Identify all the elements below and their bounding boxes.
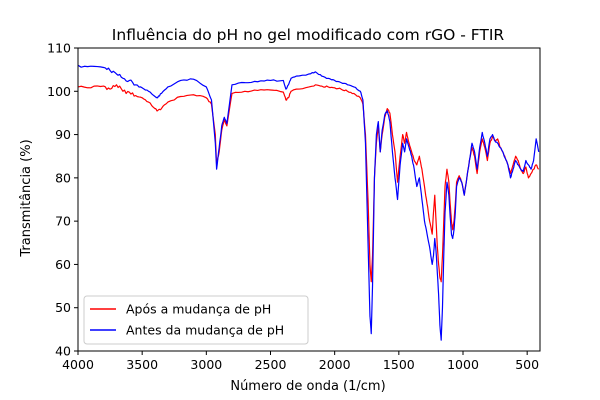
legend: Após a mudança de pH Antes da mudança de … (83, 295, 309, 345)
x-tick-label: 1500 (383, 357, 415, 372)
x-tick-label: 1000 (447, 357, 479, 372)
legend-label-2: Antes da mudança de pH (126, 323, 284, 338)
x-tick-label: 2500 (255, 357, 287, 372)
y-tick-label: 100 (47, 84, 71, 99)
x-tick-label: 4000 (62, 357, 94, 372)
series-line-2 (78, 64, 540, 341)
y-tick-label: 80 (55, 170, 71, 185)
y-tick-label: 110 (47, 41, 71, 56)
axes: 4000 3500 3000 2500 2000 1500 1000 500 40 50 60 70 8… (47, 41, 541, 372)
plot-area (78, 64, 540, 341)
y-tick-label: 70 (55, 214, 71, 229)
legend-label-1: Após a mudança de pH (126, 302, 271, 317)
y-tick-label: 90 (55, 127, 71, 142)
y-tick-label: 50 (55, 300, 71, 315)
x-tick-label: 3500 (126, 357, 158, 372)
x-axis-label: Número de onda (1/cm) (230, 379, 385, 394)
y-axis-label: Transmitância (%) (19, 139, 34, 257)
series-line-1 (78, 84, 540, 283)
y-tick-label: 60 (55, 257, 71, 272)
y-tick-label: 40 (55, 344, 71, 359)
legend-box (83, 295, 309, 345)
chart-title: Influência do pH no gel modificado com r… (112, 26, 505, 44)
x-tick-label: 2000 (319, 357, 351, 372)
x-tick-label: 3000 (190, 357, 222, 372)
x-tick-label: 500 (515, 357, 539, 372)
plot-frame (77, 47, 541, 352)
